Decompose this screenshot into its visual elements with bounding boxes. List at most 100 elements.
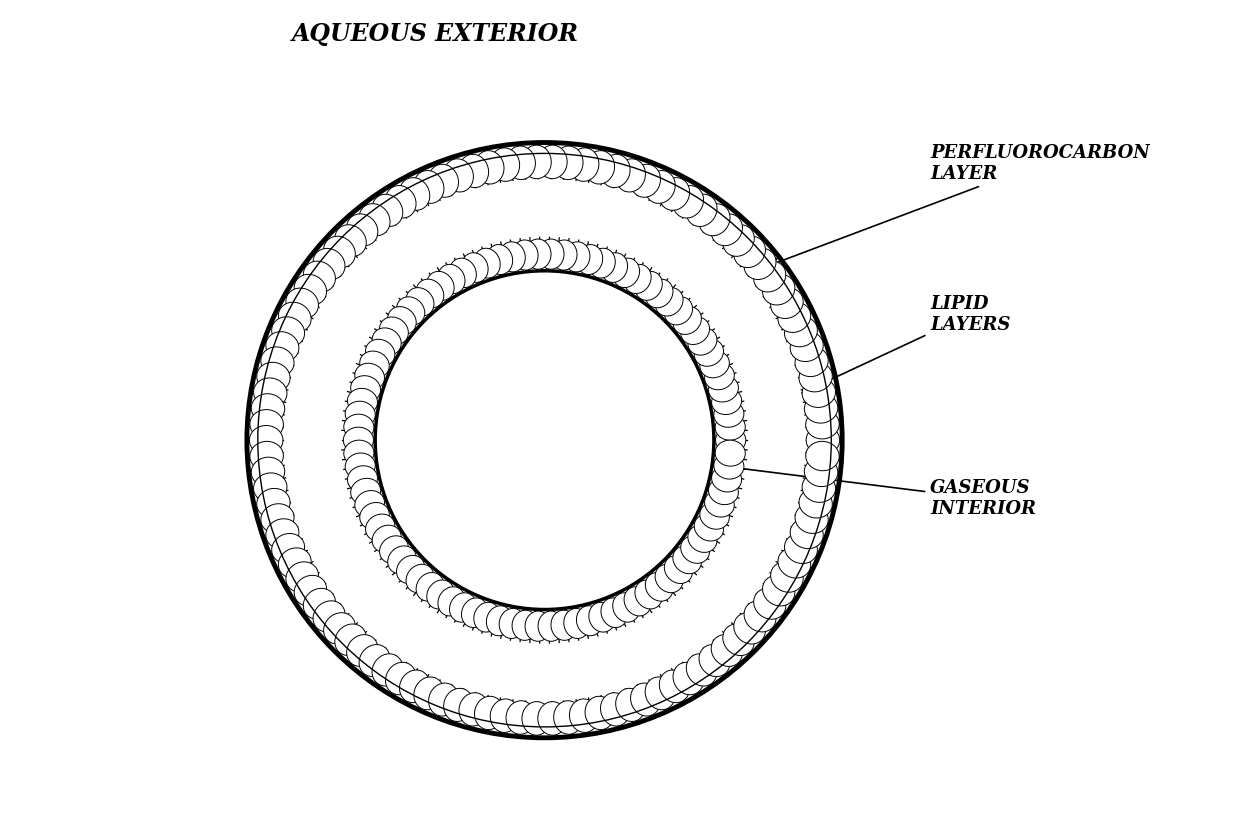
Ellipse shape <box>744 601 776 632</box>
Ellipse shape <box>790 332 823 362</box>
Ellipse shape <box>645 279 673 308</box>
Ellipse shape <box>723 225 754 256</box>
Ellipse shape <box>372 654 403 686</box>
Text: AQUEOUS EXTERIOR: AQUEOUS EXTERIOR <box>293 22 579 46</box>
Ellipse shape <box>345 401 376 427</box>
Ellipse shape <box>577 245 603 275</box>
Ellipse shape <box>257 488 290 518</box>
Ellipse shape <box>335 624 366 656</box>
Ellipse shape <box>335 225 366 256</box>
Ellipse shape <box>286 288 319 319</box>
Ellipse shape <box>624 265 651 294</box>
Ellipse shape <box>554 146 583 179</box>
Ellipse shape <box>397 555 425 583</box>
Ellipse shape <box>805 393 838 423</box>
Ellipse shape <box>386 186 417 218</box>
Ellipse shape <box>699 645 730 676</box>
Ellipse shape <box>312 601 345 632</box>
Ellipse shape <box>512 610 538 640</box>
Ellipse shape <box>655 564 683 593</box>
Ellipse shape <box>399 670 430 703</box>
Ellipse shape <box>673 546 702 574</box>
Ellipse shape <box>286 562 319 593</box>
Ellipse shape <box>569 699 599 732</box>
Ellipse shape <box>734 237 765 267</box>
Ellipse shape <box>459 154 489 188</box>
Ellipse shape <box>506 146 536 179</box>
Ellipse shape <box>414 170 444 203</box>
Ellipse shape <box>506 701 536 735</box>
Ellipse shape <box>589 603 615 632</box>
Ellipse shape <box>715 427 745 453</box>
Ellipse shape <box>688 525 717 553</box>
Ellipse shape <box>265 519 299 549</box>
Ellipse shape <box>694 339 724 366</box>
Ellipse shape <box>347 635 378 666</box>
Ellipse shape <box>585 696 615 730</box>
Ellipse shape <box>427 580 454 609</box>
Ellipse shape <box>250 442 284 471</box>
Ellipse shape <box>429 683 459 716</box>
Ellipse shape <box>673 662 703 695</box>
Ellipse shape <box>500 608 526 638</box>
Ellipse shape <box>770 562 804 593</box>
Ellipse shape <box>601 253 627 282</box>
Ellipse shape <box>645 573 673 601</box>
Ellipse shape <box>802 378 836 408</box>
Ellipse shape <box>704 491 734 517</box>
Ellipse shape <box>645 677 676 710</box>
Ellipse shape <box>631 683 661 716</box>
Ellipse shape <box>564 242 590 272</box>
Ellipse shape <box>324 613 356 644</box>
Ellipse shape <box>475 151 503 184</box>
Ellipse shape <box>806 442 839 471</box>
Ellipse shape <box>616 688 646 721</box>
Ellipse shape <box>444 159 474 192</box>
Ellipse shape <box>686 654 717 686</box>
Ellipse shape <box>538 611 564 642</box>
Ellipse shape <box>366 514 394 541</box>
Ellipse shape <box>388 306 417 334</box>
Ellipse shape <box>272 534 305 564</box>
Ellipse shape <box>355 364 384 390</box>
Ellipse shape <box>763 275 795 305</box>
Ellipse shape <box>450 593 476 622</box>
Ellipse shape <box>417 573 444 601</box>
Ellipse shape <box>250 409 284 439</box>
Ellipse shape <box>712 214 743 246</box>
Text: LIPID
LAYERS: LIPID LAYERS <box>802 295 1011 393</box>
Ellipse shape <box>712 388 742 414</box>
Ellipse shape <box>347 214 378 246</box>
Ellipse shape <box>665 555 693 583</box>
Ellipse shape <box>372 328 402 355</box>
Ellipse shape <box>616 159 646 192</box>
Ellipse shape <box>777 302 811 333</box>
Ellipse shape <box>714 453 744 479</box>
Ellipse shape <box>312 248 345 280</box>
Ellipse shape <box>699 203 730 236</box>
Ellipse shape <box>265 332 299 362</box>
Ellipse shape <box>294 575 326 606</box>
Ellipse shape <box>438 587 465 616</box>
Ellipse shape <box>631 164 661 198</box>
Ellipse shape <box>461 253 489 282</box>
Ellipse shape <box>486 245 512 275</box>
Ellipse shape <box>249 426 283 455</box>
Ellipse shape <box>253 378 286 408</box>
Ellipse shape <box>799 363 832 392</box>
Ellipse shape <box>799 488 832 518</box>
Ellipse shape <box>252 393 285 423</box>
Ellipse shape <box>704 364 734 390</box>
Ellipse shape <box>645 170 676 203</box>
Ellipse shape <box>777 548 811 578</box>
Ellipse shape <box>278 548 311 578</box>
Ellipse shape <box>785 317 817 347</box>
Ellipse shape <box>585 151 615 184</box>
Ellipse shape <box>397 297 425 325</box>
Ellipse shape <box>351 376 381 402</box>
Ellipse shape <box>372 194 403 227</box>
Ellipse shape <box>589 248 615 278</box>
Ellipse shape <box>734 613 765 644</box>
Ellipse shape <box>252 457 285 486</box>
Ellipse shape <box>673 186 703 218</box>
